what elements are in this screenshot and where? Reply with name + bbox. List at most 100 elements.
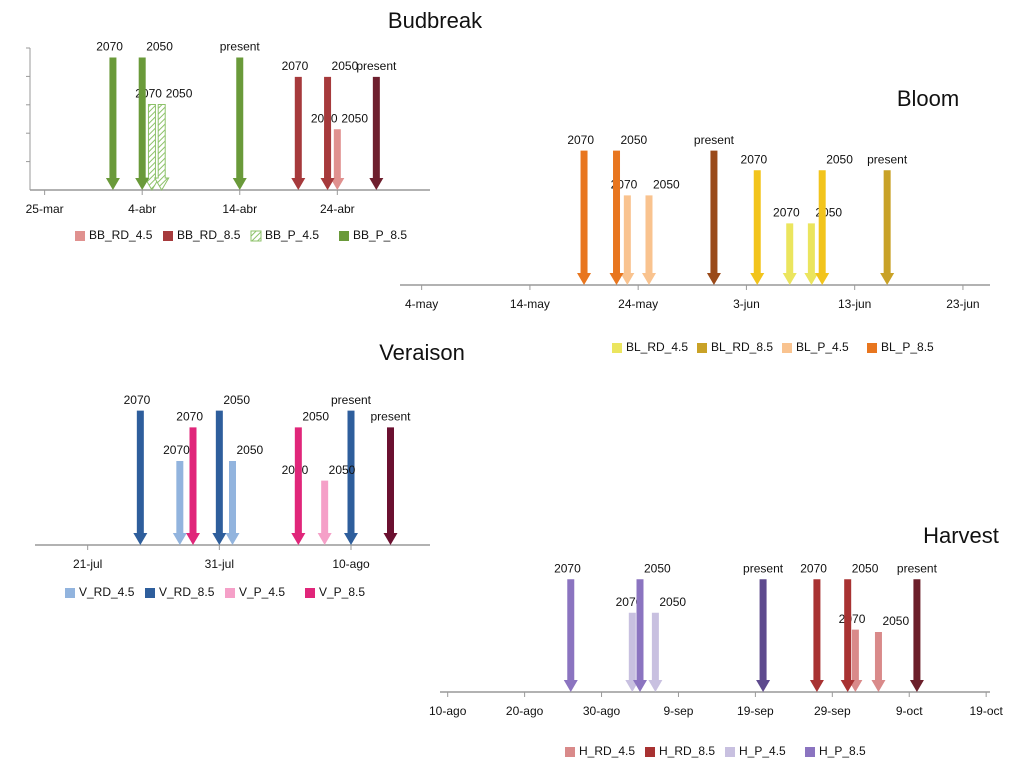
arrow xyxy=(344,410,358,545)
arrow xyxy=(172,461,187,545)
arrow-label: 2050 xyxy=(882,614,909,628)
arrow xyxy=(809,579,824,692)
x-tick-label: 9-sep xyxy=(663,704,693,718)
chart-title: Budbreak xyxy=(388,8,483,33)
arrow-label: 2050 xyxy=(223,393,250,407)
arrow-label: 2070 xyxy=(773,206,800,220)
arrow xyxy=(105,57,120,190)
legend-label: H_RD_8.5 xyxy=(659,744,715,758)
arrow xyxy=(633,579,647,692)
x-tick-label: 14-abr xyxy=(222,202,257,216)
arrow xyxy=(144,103,160,191)
x-tick-label: 19-oct xyxy=(969,704,1003,718)
arrow-label: 2070 xyxy=(567,133,594,147)
legend-swatch xyxy=(782,343,792,353)
legend-swatch xyxy=(645,747,655,757)
arrow-label: present xyxy=(694,133,735,147)
arrow-label: present xyxy=(743,561,784,575)
arrow xyxy=(330,129,345,190)
arrow xyxy=(641,195,656,285)
legend-label: V_RD_8.5 xyxy=(159,585,215,599)
arrow xyxy=(756,579,771,692)
legend-swatch xyxy=(163,231,173,241)
arrow-label: 2070 xyxy=(96,40,123,54)
arrow-label: 2070 xyxy=(839,612,866,626)
arrow xyxy=(225,461,240,545)
arrow xyxy=(609,150,624,285)
arrow-label: 2050 xyxy=(621,133,648,147)
legend-label: V_P_8.5 xyxy=(319,585,365,599)
arrow-label: 2070 xyxy=(163,443,190,457)
arrow xyxy=(815,170,830,285)
x-tick-label: 24-abr xyxy=(320,202,355,216)
legend-label: V_RD_4.5 xyxy=(79,585,135,599)
arrow-label: 2050 xyxy=(332,59,359,73)
arrow-label: 2070 xyxy=(176,410,203,424)
arrow xyxy=(804,223,819,285)
legend-swatch xyxy=(75,231,85,241)
x-tick-label: 19-sep xyxy=(737,704,774,718)
legend-swatch xyxy=(805,747,815,757)
arrow-label: 2070 xyxy=(282,59,309,73)
arrow xyxy=(135,57,150,190)
arrow xyxy=(706,150,721,285)
x-tick-label: 29-sep xyxy=(814,704,851,718)
legend-label: BB_P_8.5 xyxy=(353,228,407,242)
legend-swatch xyxy=(697,343,707,353)
arrow-label: 2050 xyxy=(329,463,356,477)
arrow-label: present xyxy=(220,40,261,54)
legend-swatch xyxy=(65,588,75,598)
legend-label: BL_RD_4.5 xyxy=(626,340,688,354)
arrow xyxy=(848,629,863,692)
arrow-label: 2050 xyxy=(146,40,173,54)
x-tick-label: 31-jul xyxy=(205,557,234,571)
arrow xyxy=(133,410,148,545)
legend-swatch xyxy=(867,343,877,353)
legend-swatch xyxy=(225,588,235,598)
x-tick-label: 21-jul xyxy=(73,557,102,571)
legend-label: H_RD_4.5 xyxy=(579,744,635,758)
x-tick-label: 30-ago xyxy=(583,704,621,718)
arrow-label: 2050 xyxy=(166,87,193,101)
arrow-label: present xyxy=(356,59,397,73)
arrow xyxy=(840,579,855,692)
arrow xyxy=(880,170,895,285)
arrow-label: 2050 xyxy=(341,111,368,125)
legend-label: BB_RD_4.5 xyxy=(89,228,153,242)
legend-label: BB_P_4.5 xyxy=(265,228,319,242)
legend-label: H_P_4.5 xyxy=(739,744,786,758)
legend-swatch xyxy=(305,588,315,598)
arrow-label: 2050 xyxy=(644,561,671,575)
arrow xyxy=(577,150,592,285)
arrow xyxy=(232,57,247,190)
x-tick-label: 4-may xyxy=(405,297,438,311)
arrow xyxy=(320,76,335,190)
arrow xyxy=(317,480,332,545)
legend-swatch xyxy=(725,747,735,757)
arrow-label: 2070 xyxy=(800,561,827,575)
arrow xyxy=(153,103,170,191)
arrow-label: 2070 xyxy=(554,561,581,575)
legend-label: V_P_4.5 xyxy=(239,585,285,599)
arrow-label: 2050 xyxy=(237,443,264,457)
x-tick-label: 9-oct xyxy=(896,704,923,718)
arrow-label: present xyxy=(370,410,411,424)
legend-label: BL_P_8.5 xyxy=(881,340,934,354)
arrow xyxy=(186,427,200,545)
legend-swatch xyxy=(250,230,262,242)
chart-title: Veraison xyxy=(379,340,465,365)
x-tick-label: 23-jun xyxy=(946,297,979,311)
arrow xyxy=(750,170,765,285)
arrow xyxy=(212,410,227,545)
arrow-label: present xyxy=(867,152,908,166)
arrow xyxy=(620,195,635,285)
legend-label: H_P_8.5 xyxy=(819,744,866,758)
arrow-label: present xyxy=(331,393,372,407)
legend-swatch xyxy=(565,747,575,757)
arrow xyxy=(291,76,306,190)
arrow xyxy=(648,612,663,692)
arrow-label: 2070 xyxy=(741,152,768,166)
x-tick-label: 13-jun xyxy=(838,297,871,311)
